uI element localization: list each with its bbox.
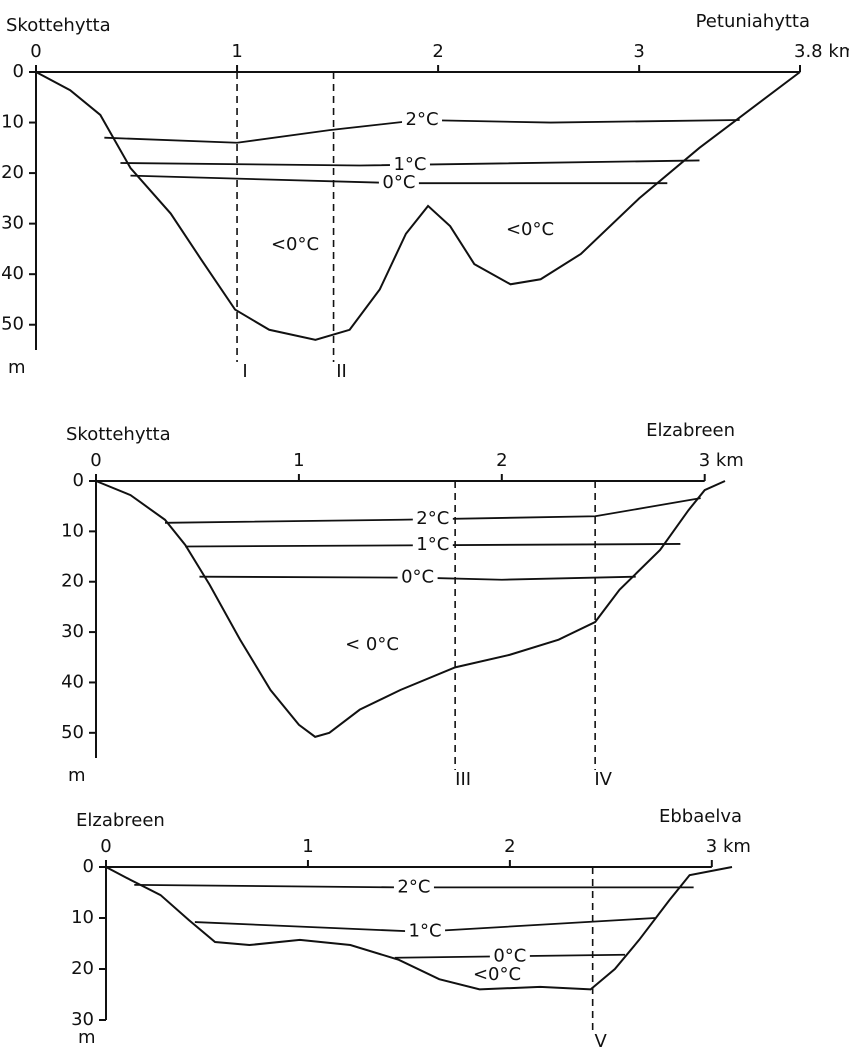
- annotation: <0°C: [271, 234, 319, 255]
- y-tick-label: 20: [61, 571, 84, 592]
- x-tick-label: 0: [90, 450, 101, 471]
- label-bg: [378, 173, 419, 194]
- y-tick-label: 0: [83, 856, 94, 877]
- label-bg: [389, 154, 430, 175]
- annotation: < 0°C: [345, 634, 399, 655]
- y-tick-label: 10: [71, 907, 94, 928]
- x-tick-label: 1: [231, 41, 242, 62]
- x-tick-label: 3 km: [706, 836, 751, 857]
- x-tick-label: 3: [633, 41, 644, 62]
- x-tick-label: 3 km: [699, 450, 744, 471]
- right-label: Elzabreen: [646, 420, 735, 441]
- annotation: <0°C: [473, 964, 521, 985]
- y-tick-label: 10: [61, 520, 84, 541]
- isotherm: [199, 575, 636, 581]
- y-tick-label: 0: [73, 470, 84, 491]
- isotherm-label: 0°C: [401, 567, 434, 588]
- y-tick-label: 50: [61, 722, 84, 743]
- transect-label: IV: [594, 769, 612, 790]
- transect-label: III: [455, 769, 471, 790]
- y-tick-label: 40: [1, 263, 24, 284]
- y-tick-label: 30: [71, 1009, 94, 1030]
- isotherm-label: 1°C: [416, 534, 449, 555]
- x-tick-label: 1: [293, 450, 304, 471]
- isotherm-label: 0°C: [493, 945, 526, 966]
- y-axis-label: m: [78, 1027, 96, 1048]
- left-label: Skottehytta: [66, 424, 171, 445]
- y-tick-label: 20: [1, 162, 24, 183]
- y-tick-label: 30: [1, 213, 24, 234]
- label-bg: [412, 535, 453, 556]
- right-label: Ebbaelva: [659, 806, 742, 827]
- transect-label: I: [242, 361, 247, 382]
- left-label: Elzabreen: [76, 810, 165, 831]
- x-tick-label: 1: [302, 836, 313, 857]
- y-tick-label: 0: [13, 61, 24, 82]
- label-bg: [393, 877, 434, 898]
- left-label: Skottehytta: [6, 15, 111, 36]
- lake-bottom: [35, 71, 801, 341]
- x-tick-label: 0: [100, 836, 111, 857]
- y-tick-label: 30: [61, 621, 84, 642]
- y-axis-label: m: [8, 357, 26, 378]
- isotherm: [104, 119, 740, 144]
- annotation: <0°C: [506, 219, 554, 240]
- transect-label: V: [595, 1031, 608, 1052]
- isotherm-label: 2°C: [416, 508, 449, 529]
- lake-bottom: [105, 866, 733, 991]
- x-tick-label: 0: [30, 41, 41, 62]
- y-axis-label: m: [68, 765, 86, 786]
- y-tick-label: 40: [61, 671, 84, 692]
- label-bg: [397, 567, 438, 588]
- isotherm: [120, 159, 700, 167]
- isotherm-label: 1°C: [409, 921, 442, 942]
- y-tick-label: 20: [71, 958, 94, 979]
- right-label: Petuniahytta: [696, 11, 810, 32]
- x-tick-label: 2: [432, 41, 443, 62]
- isotherm-label: 2°C: [406, 109, 439, 130]
- y-tick-label: 50: [1, 314, 24, 335]
- label-bg: [402, 110, 443, 131]
- y-tick-label: 10: [1, 112, 24, 133]
- x-tick-label: 2: [504, 836, 515, 857]
- isotherm: [164, 497, 701, 524]
- isotherm-label: 1°C: [393, 154, 426, 175]
- lake-bottom: [95, 480, 726, 738]
- label-bg: [412, 509, 453, 530]
- x-tick-label: 3.8 km: [794, 41, 849, 62]
- label-bg: [489, 946, 530, 967]
- isotherm-label: 2°C: [397, 876, 430, 897]
- transect-label: II: [336, 361, 347, 382]
- isotherm-label: 0°C: [382, 172, 415, 193]
- x-tick-label: 2: [496, 450, 507, 471]
- label-bg: [405, 921, 446, 942]
